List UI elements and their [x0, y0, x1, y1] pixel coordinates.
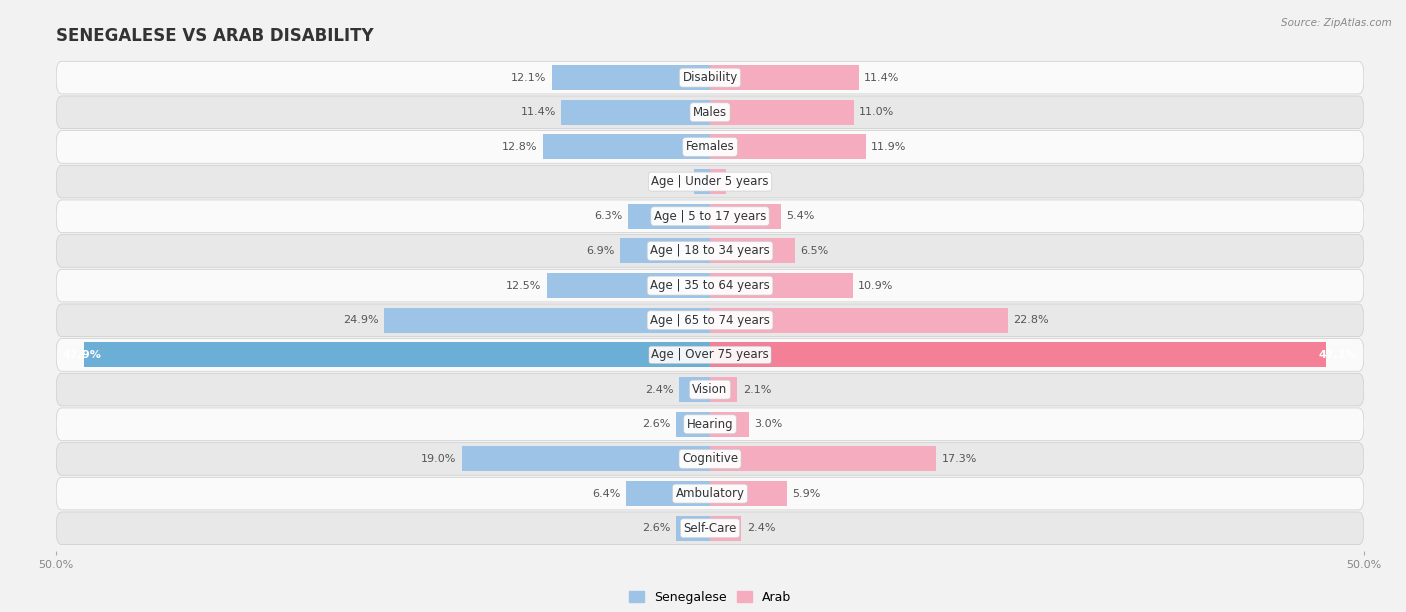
Text: 17.3%: 17.3% [942, 454, 977, 464]
Bar [384, 308, 710, 333]
FancyBboxPatch shape [56, 200, 1364, 233]
Bar [710, 308, 1008, 333]
Bar [543, 135, 710, 159]
FancyBboxPatch shape [56, 373, 1364, 406]
Bar [676, 412, 710, 437]
Text: 6.4%: 6.4% [593, 488, 621, 499]
Text: 11.9%: 11.9% [870, 142, 907, 152]
Bar [84, 343, 710, 367]
FancyBboxPatch shape [56, 130, 1364, 163]
Text: SENEGALESE VS ARAB DISABILITY: SENEGALESE VS ARAB DISABILITY [56, 27, 374, 45]
Text: Age | 65 to 74 years: Age | 65 to 74 years [650, 314, 770, 327]
Bar [710, 169, 725, 194]
Text: Self-Care: Self-Care [683, 522, 737, 535]
Text: 12.1%: 12.1% [512, 73, 547, 83]
Text: Vision: Vision [692, 383, 728, 396]
Text: 12.8%: 12.8% [502, 142, 537, 152]
Text: Disability: Disability [682, 71, 738, 84]
Text: 10.9%: 10.9% [858, 281, 893, 291]
FancyBboxPatch shape [56, 269, 1364, 302]
Text: 24.9%: 24.9% [343, 315, 380, 325]
Bar [547, 273, 710, 298]
Text: 3.0%: 3.0% [755, 419, 783, 429]
Bar [710, 204, 780, 229]
Bar [710, 343, 1326, 367]
Bar [676, 516, 710, 541]
Text: 6.5%: 6.5% [800, 246, 828, 256]
Bar [627, 204, 710, 229]
FancyBboxPatch shape [56, 61, 1364, 94]
Text: Age | 18 to 34 years: Age | 18 to 34 years [650, 244, 770, 258]
Bar [710, 412, 749, 437]
Text: 5.9%: 5.9% [793, 488, 821, 499]
FancyBboxPatch shape [56, 234, 1364, 267]
FancyBboxPatch shape [56, 512, 1364, 545]
Text: 6.9%: 6.9% [586, 246, 614, 256]
Bar [679, 377, 710, 402]
Bar [561, 100, 710, 125]
Text: 11.4%: 11.4% [520, 107, 555, 118]
FancyBboxPatch shape [56, 408, 1364, 441]
Text: Source: ZipAtlas.com: Source: ZipAtlas.com [1281, 18, 1392, 28]
Bar [695, 169, 710, 194]
Legend: Senegalese, Arab: Senegalese, Arab [624, 586, 796, 609]
Text: 11.0%: 11.0% [859, 107, 894, 118]
Bar [461, 447, 710, 471]
Text: 19.0%: 19.0% [420, 454, 457, 464]
Text: Age | Under 5 years: Age | Under 5 years [651, 175, 769, 188]
Bar [710, 447, 936, 471]
FancyBboxPatch shape [56, 338, 1364, 371]
Bar [710, 481, 787, 506]
Bar [710, 239, 794, 263]
Text: Ambulatory: Ambulatory [675, 487, 745, 500]
Bar [710, 65, 859, 90]
Bar [710, 273, 852, 298]
Text: 5.4%: 5.4% [786, 211, 814, 222]
Text: 2.6%: 2.6% [643, 523, 671, 533]
Text: Hearing: Hearing [686, 418, 734, 431]
Text: Age | 5 to 17 years: Age | 5 to 17 years [654, 210, 766, 223]
Text: 2.4%: 2.4% [747, 523, 775, 533]
Text: 1.2%: 1.2% [731, 177, 759, 187]
FancyBboxPatch shape [56, 165, 1364, 198]
Text: Age | Over 75 years: Age | Over 75 years [651, 348, 769, 362]
Text: 47.9%: 47.9% [63, 350, 101, 360]
FancyBboxPatch shape [56, 477, 1364, 510]
Text: Females: Females [686, 140, 734, 154]
Bar [710, 135, 866, 159]
FancyBboxPatch shape [56, 442, 1364, 476]
Text: 47.1%: 47.1% [1319, 350, 1357, 360]
Text: 11.4%: 11.4% [865, 73, 900, 83]
Text: 12.5%: 12.5% [506, 281, 541, 291]
Text: 2.1%: 2.1% [742, 384, 770, 395]
Text: Males: Males [693, 106, 727, 119]
Bar [710, 516, 741, 541]
Bar [551, 65, 710, 90]
Text: 22.8%: 22.8% [1014, 315, 1049, 325]
Text: 2.6%: 2.6% [643, 419, 671, 429]
Text: 6.3%: 6.3% [595, 211, 623, 222]
Text: Age | 35 to 64 years: Age | 35 to 64 years [650, 279, 770, 292]
Bar [710, 377, 738, 402]
Bar [626, 481, 710, 506]
Text: Cognitive: Cognitive [682, 452, 738, 466]
Bar [620, 239, 710, 263]
FancyBboxPatch shape [56, 304, 1364, 337]
Text: 1.2%: 1.2% [661, 177, 689, 187]
FancyBboxPatch shape [56, 96, 1364, 129]
Bar [710, 100, 853, 125]
Text: 2.4%: 2.4% [645, 384, 673, 395]
